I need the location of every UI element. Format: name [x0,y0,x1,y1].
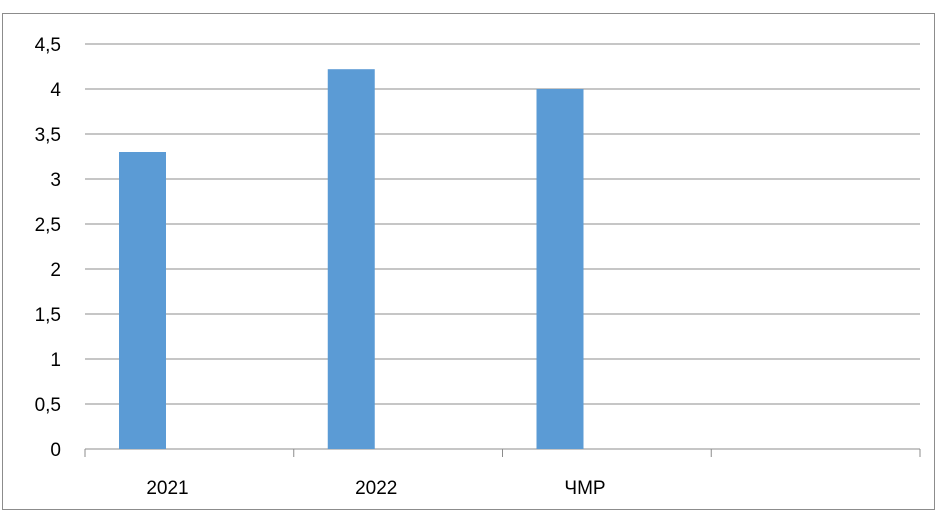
y-tick-label: 1 [50,350,61,371]
y-tick-label: 1,5 [35,305,61,326]
y-tick-label: 2,5 [35,215,61,236]
y-tick-label: 2 [50,260,61,281]
y-tick-label: 3,5 [35,125,61,146]
y-tick-labels: 0 0,5 1 1,5 2 2,5 3 3,5 4 4,5 [35,35,62,461]
bar-ЧМР [536,89,584,449]
bar-2022 [327,69,375,449]
x-tick-label: 2021 [146,478,188,499]
bars [119,69,584,449]
x-tick-label: ЧМР [564,478,605,499]
y-tick-label: 4,5 [35,35,61,56]
gridlines [85,43,920,450]
bar-2021 [119,152,166,449]
y-tick-label: 4 [50,80,61,101]
y-tick-label: 3 [50,170,61,191]
x-tick-labels: 2021 2022 ЧМР [146,478,605,499]
y-tick-label: 0,5 [35,395,61,416]
y-tick-label: 0 [50,440,61,461]
axes [84,448,921,457]
x-tick-label: 2022 [355,478,397,499]
